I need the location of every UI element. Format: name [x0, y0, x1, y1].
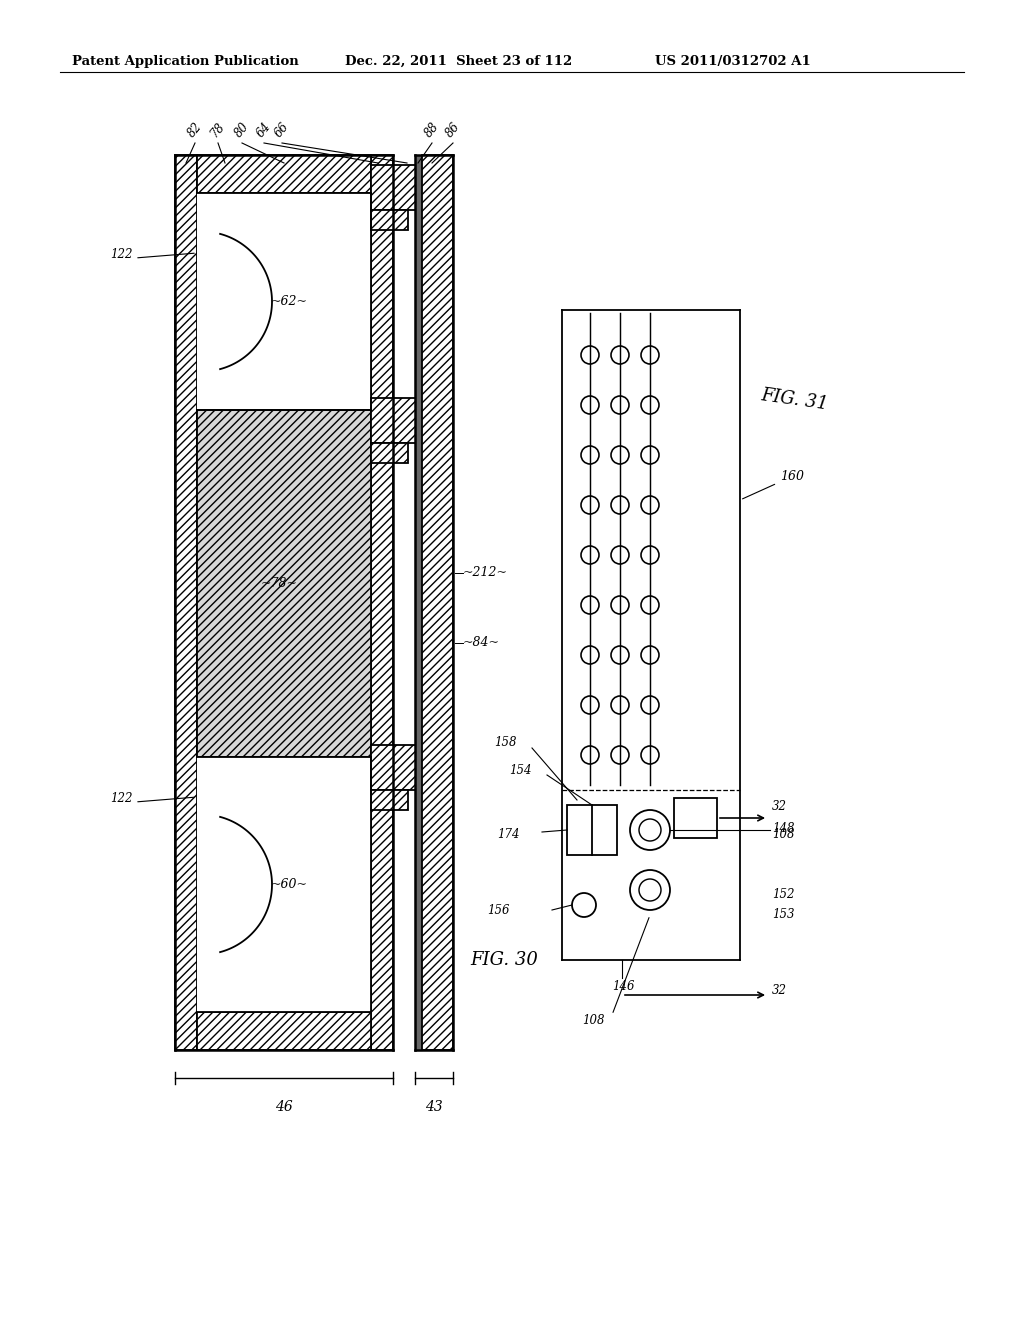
Polygon shape: [197, 193, 371, 411]
Text: 80: 80: [232, 120, 252, 140]
Polygon shape: [371, 399, 421, 444]
Text: 160: 160: [742, 470, 804, 499]
Text: 152: 152: [772, 888, 795, 902]
Polygon shape: [422, 154, 453, 1049]
Text: ~62~: ~62~: [270, 294, 307, 308]
Text: Dec. 22, 2011  Sheet 23 of 112: Dec. 22, 2011 Sheet 23 of 112: [345, 55, 572, 69]
Polygon shape: [371, 165, 421, 210]
Text: FIG. 30: FIG. 30: [470, 950, 538, 969]
Text: 156: 156: [487, 903, 510, 916]
Polygon shape: [371, 789, 408, 810]
Text: 46: 46: [275, 1100, 293, 1114]
Text: 146: 146: [612, 979, 635, 993]
Text: 32: 32: [772, 800, 787, 813]
Text: FIG. 31: FIG. 31: [760, 387, 829, 413]
Polygon shape: [674, 799, 717, 838]
Polygon shape: [197, 411, 371, 756]
Polygon shape: [567, 805, 617, 855]
Polygon shape: [371, 210, 408, 230]
Text: 174: 174: [497, 829, 519, 842]
Polygon shape: [197, 756, 371, 1012]
Text: 66: 66: [272, 120, 292, 140]
Polygon shape: [175, 154, 197, 1049]
Text: 86: 86: [443, 120, 463, 140]
Text: US 2011/0312702 A1: US 2011/0312702 A1: [655, 55, 811, 69]
Text: 108: 108: [772, 829, 795, 842]
Text: 154: 154: [509, 763, 531, 776]
Text: Patent Application Publication: Patent Application Publication: [72, 55, 299, 69]
Text: 122: 122: [111, 248, 133, 261]
Polygon shape: [197, 1012, 371, 1049]
Text: ~60~: ~60~: [270, 878, 307, 891]
Text: ~84~: ~84~: [463, 636, 500, 649]
Text: 122: 122: [111, 792, 133, 805]
Polygon shape: [197, 154, 371, 193]
Text: 43: 43: [425, 1100, 442, 1114]
Polygon shape: [371, 744, 421, 789]
Polygon shape: [371, 154, 393, 1049]
Text: 32: 32: [772, 983, 787, 997]
Polygon shape: [371, 444, 408, 463]
Text: 108: 108: [582, 1014, 604, 1027]
Polygon shape: [415, 154, 422, 1049]
Text: 78: 78: [208, 120, 227, 140]
Text: 88: 88: [422, 120, 441, 140]
Text: 82: 82: [185, 120, 205, 140]
Text: 153: 153: [772, 908, 795, 921]
Text: 158: 158: [494, 735, 516, 748]
Text: ~78~: ~78~: [260, 577, 298, 590]
Text: 148: 148: [772, 821, 795, 834]
Text: ~212~: ~212~: [463, 566, 508, 579]
Text: 64: 64: [254, 120, 273, 140]
